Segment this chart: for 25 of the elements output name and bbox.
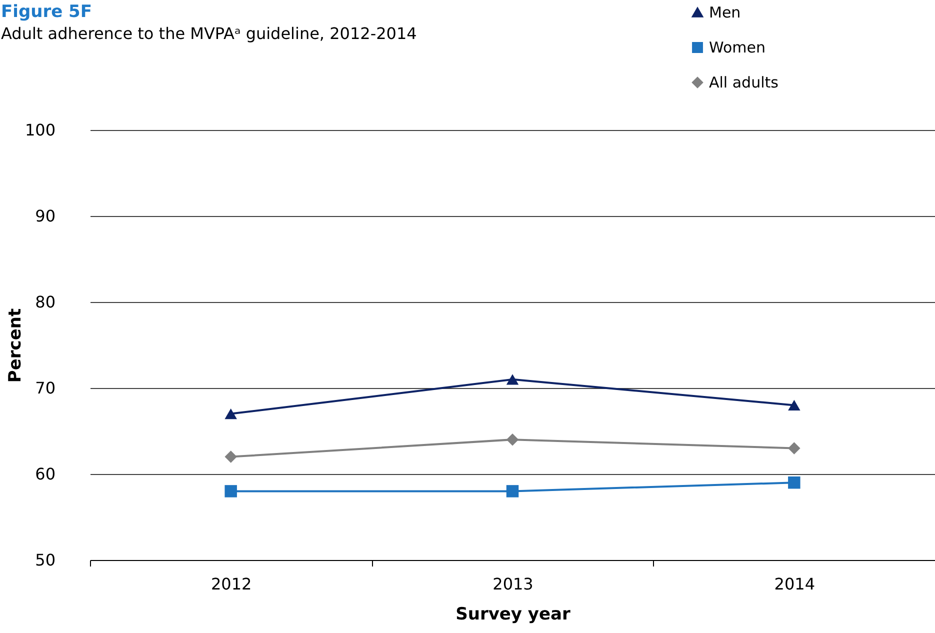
point [788, 400, 800, 411]
chart-title: Figure 5F [1, 2, 92, 22]
point [224, 408, 237, 420]
point [224, 485, 237, 498]
point [506, 433, 519, 446]
y-tick-label: 60 [35, 464, 56, 484]
y-axis-title: Percent [6, 308, 26, 383]
chart-subtitle: Adult adherence to the MVPAᵃ guideline, 2012-2014 [1, 24, 417, 43]
y-tick-label: 80 [35, 292, 56, 312]
legend-label: Women [709, 38, 766, 56]
point [506, 374, 519, 385]
point [224, 450, 237, 463]
y-tick-label: 70 [35, 378, 56, 398]
y-tick-label: 50 [35, 550, 56, 570]
y-tick-label: 100 [24, 120, 56, 140]
legend-label: Men [709, 4, 741, 22]
point [788, 476, 800, 489]
y-tick-label: 90 [35, 206, 56, 226]
x-tick-label: 2012 [210, 574, 252, 594]
point [506, 485, 519, 498]
legend-label: All adults [709, 74, 779, 92]
x-tick-label: 2014 [774, 574, 816, 594]
x-axis-title: Survey year [456, 604, 572, 624]
point [788, 442, 800, 454]
x-tick-label: 2013 [492, 574, 534, 594]
